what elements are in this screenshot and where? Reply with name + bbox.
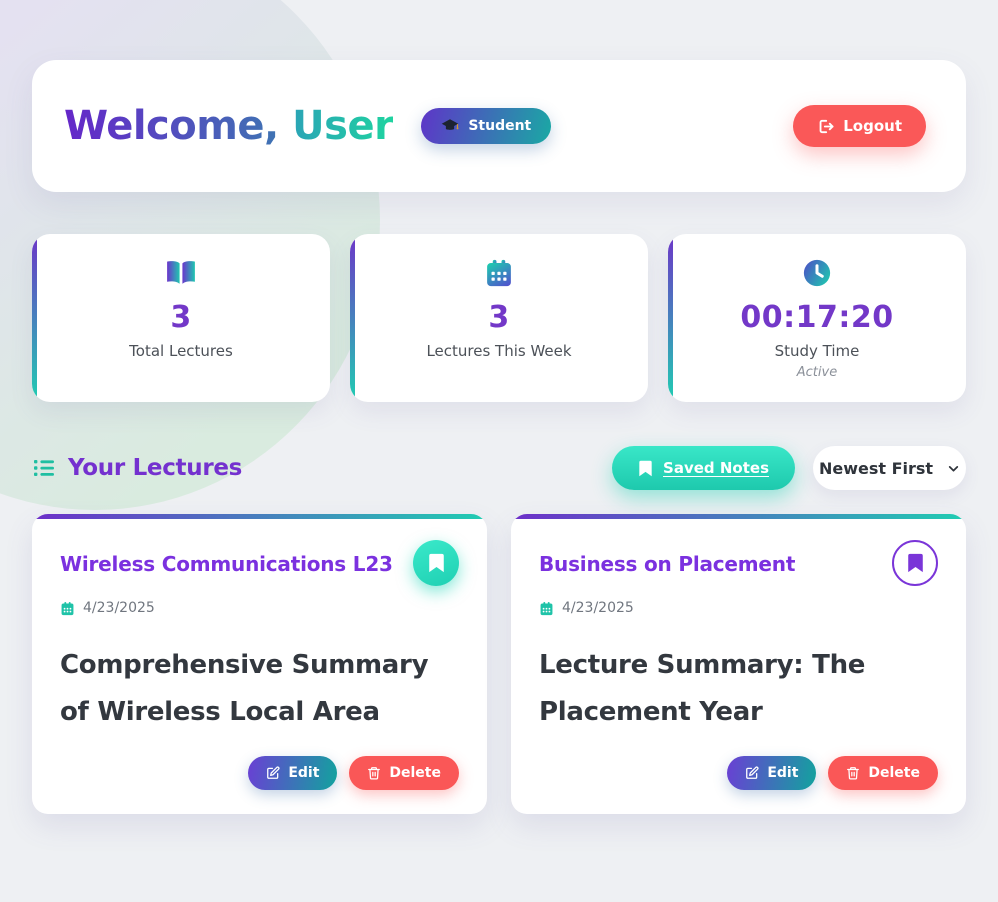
- trash-icon: [367, 766, 381, 780]
- welcome-header-card: Welcome, User Student Logout: [32, 60, 966, 192]
- edit-label: Edit: [288, 765, 320, 781]
- logout-label: Logout: [843, 117, 902, 135]
- book-open-icon: [164, 258, 198, 288]
- section-title: Your Lectures: [68, 455, 243, 481]
- stat-accent-bar: [350, 234, 355, 402]
- lecture-title: Business on Placement: [539, 552, 796, 576]
- logout-button[interactable]: Logout: [793, 105, 926, 147]
- sort-select[interactable]: Newest First: [813, 446, 966, 490]
- delete-label: Delete: [389, 765, 441, 781]
- chevron-down-icon: [947, 462, 960, 475]
- graduation-cap-icon: [441, 118, 459, 134]
- stat-card-total-lectures: 3 Total Lectures: [32, 234, 330, 402]
- lecture-summary: Lecture Summary: The Placement Year: [539, 650, 866, 727]
- stats-row: 3 Total Lectures: [32, 234, 966, 402]
- edit-pencil-icon: [745, 766, 759, 780]
- bookmark-filled-icon: [428, 553, 445, 573]
- stat-value-lectures-this-week: 3: [488, 300, 510, 335]
- role-badge-label: Student: [468, 118, 532, 134]
- trash-icon: [846, 766, 860, 780]
- card-accent-bar: [32, 514, 487, 519]
- saved-notes-label: Saved Notes: [663, 459, 769, 477]
- bookmark-toggle-button[interactable]: [413, 540, 459, 586]
- lectures-grid: Wireless Communications L23: [32, 514, 966, 814]
- stat-label-total-lectures: Total Lectures: [129, 342, 233, 360]
- stat-value-total-lectures: 3: [170, 300, 192, 335]
- page-title: Welcome, User: [64, 103, 394, 149]
- delete-button[interactable]: Delete: [349, 756, 459, 790]
- bookmark-icon: [638, 460, 653, 477]
- card-accent-bar: [511, 514, 966, 519]
- clock-icon: [802, 258, 832, 288]
- lectures-section-header: Your Lectures Saved Notes Newest First: [32, 446, 966, 490]
- calendar-small-icon: [60, 601, 75, 616]
- stat-sublabel-active: Active: [796, 365, 838, 380]
- sort-selected-value: Newest First: [818, 458, 934, 478]
- list-icon: [32, 456, 56, 480]
- calendar-small-icon: [539, 601, 554, 616]
- section-title-wrap: Your Lectures: [32, 455, 242, 481]
- student-role-badge: Student: [421, 108, 552, 144]
- lecture-card-wireless-communications: Wireless Communications L23: [32, 514, 487, 814]
- stat-value-study-time: 00:17:20: [740, 300, 894, 335]
- delete-button[interactable]: Delete: [828, 756, 938, 790]
- section-actions: Saved Notes Newest First: [612, 446, 966, 490]
- stat-label-study-time: Study Time: [774, 342, 860, 360]
- stat-accent-bar: [32, 234, 37, 402]
- delete-label: Delete: [868, 765, 920, 781]
- welcome-username: User: [292, 103, 394, 149]
- stat-accent-bar: [668, 234, 673, 402]
- sign-out-icon: [817, 118, 834, 135]
- lecture-date: 4/23/2025: [83, 600, 155, 616]
- lecture-summary: Comprehensive Summary of Wireless Local …: [60, 650, 429, 727]
- stat-card-lectures-this-week: 3 Lectures This Week: [350, 234, 648, 402]
- calendar-icon: [484, 258, 514, 288]
- edit-label: Edit: [767, 765, 799, 781]
- lecture-card-business-on-placement: Business on Placement: [511, 514, 966, 814]
- edit-button[interactable]: Edit: [727, 756, 817, 790]
- welcome-prefix: Welcome,: [64, 103, 279, 149]
- edit-button[interactable]: Edit: [248, 756, 338, 790]
- stat-card-study-time: 00:17:20 Study Time Active: [668, 234, 966, 402]
- bookmark-outline-icon: [907, 553, 924, 573]
- dashboard-page: Welcome, User Student Logout: [0, 60, 998, 814]
- stat-label-lectures-this-week: Lectures This Week: [426, 342, 572, 360]
- saved-notes-button[interactable]: Saved Notes: [612, 446, 795, 490]
- bookmark-toggle-button[interactable]: [892, 540, 938, 586]
- lecture-date: 4/23/2025: [562, 600, 634, 616]
- edit-pencil-icon: [266, 766, 280, 780]
- lecture-title: Wireless Communications L23: [60, 552, 393, 576]
